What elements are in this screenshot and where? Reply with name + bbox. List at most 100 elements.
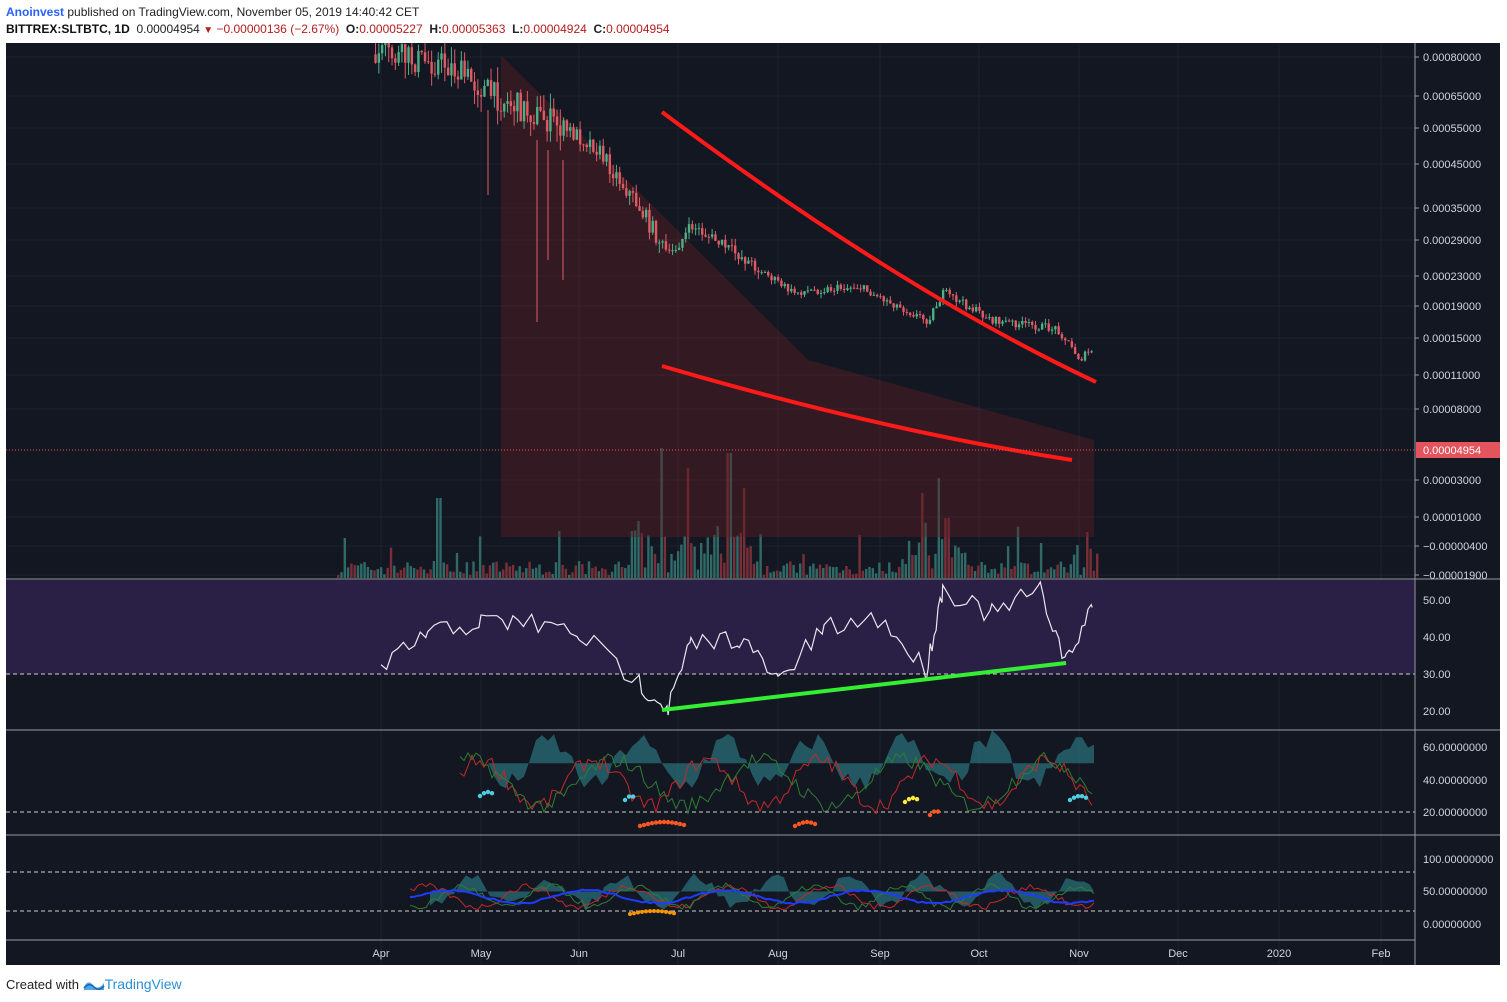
volume-bar: [907, 540, 911, 578]
volume-bar: [772, 571, 775, 578]
candle-body: [902, 307, 905, 312]
candle-body: [644, 209, 648, 218]
volume-bar: [591, 567, 594, 578]
candle-body: [648, 209, 651, 233]
osc1-signal-dot: [481, 790, 487, 796]
volume-bar: [581, 564, 584, 578]
volume-bar: [779, 571, 782, 578]
candle-body: [773, 277, 777, 281]
volume-bar: [1033, 571, 1036, 578]
candle-body: [852, 287, 856, 289]
volume-bar: [924, 522, 927, 578]
candle-body: [674, 250, 678, 252]
candle-body: [671, 250, 674, 252]
low-value: 0.00004924: [523, 22, 587, 36]
volume-bar: [723, 562, 726, 578]
osc2-tick-label: 0.00000000: [1423, 919, 1481, 931]
candle-body: [380, 45, 384, 54]
close-value: 0.00004954: [606, 22, 670, 36]
candle-body: [512, 106, 516, 112]
candle-body: [859, 288, 862, 290]
price-change: −0.00000136 (−2.67%): [216, 22, 340, 36]
time-tick-label: Sep: [870, 948, 890, 960]
volume-bar: [1059, 561, 1063, 578]
volume-bar: [749, 546, 752, 578]
volume-bar: [604, 569, 607, 578]
candle-body: [984, 317, 988, 319]
candle-body: [707, 236, 711, 238]
author-link[interactable]: Anoinvest: [6, 5, 65, 19]
volume-bar: [676, 551, 680, 578]
symbol-label: BITTREX:SLTBTC, 1D: [6, 22, 130, 36]
candle-body: [951, 294, 955, 296]
volume-bar: [627, 564, 630, 578]
candle-body: [562, 120, 565, 136]
osc1-signal-dot: [637, 823, 643, 829]
volume-bar: [346, 567, 350, 578]
osc1-red-line: [459, 753, 1093, 815]
candle-body: [536, 106, 539, 125]
volume-bar: [792, 565, 795, 578]
volume-bar: [769, 572, 772, 578]
volume-bar: [396, 572, 399, 578]
time-axis[interactable]: Apr May Jun Jul Aug Sep Oct Nov Dec 2020 Feb: [372, 948, 1390, 960]
volume-bar: [1013, 566, 1016, 578]
volume-bar: [495, 561, 498, 578]
osc2-histogram: [430, 872, 1094, 912]
volume-bar: [518, 566, 521, 578]
volume-bar: [356, 565, 360, 578]
volume-bar: [462, 573, 465, 578]
price-tick-label: 0.00003000: [1423, 475, 1481, 487]
candle-body: [430, 61, 433, 74]
oscillator-2-pane[interactable]: [6, 871, 1415, 916]
osc1-signal-dot: [1071, 795, 1077, 800]
tradingview-brand[interactable]: TradingView: [104, 976, 182, 992]
candle-body: [905, 311, 909, 313]
volume-bar: [370, 569, 373, 578]
candle-body: [664, 241, 668, 250]
volume-bar: [1096, 553, 1099, 578]
candle-body: [423, 52, 427, 62]
price-axis[interactable]: 0.00080000 0.00065000 0.00055000 0.00045000…: [1415, 52, 1500, 931]
volume-bar: [465, 562, 469, 578]
candle-body: [509, 101, 513, 107]
candle-body: [588, 139, 592, 148]
volume-bar: [1082, 567, 1086, 578]
candle-body: [743, 257, 747, 264]
volume-bar: [1016, 526, 1020, 578]
candle-body: [565, 120, 569, 131]
candle-body: [994, 317, 998, 324]
volume-bar: [944, 518, 947, 578]
osc1-signal-dot: [931, 809, 937, 814]
volume-bar: [508, 566, 511, 578]
candle-body: [1017, 324, 1021, 328]
created-with-text: Created with: [6, 977, 79, 992]
candle-body: [767, 271, 770, 276]
volume-bar: [716, 526, 719, 578]
volume-bar: [1063, 567, 1066, 578]
chart-svg[interactable]: 0.00080000 0.00065000 0.00055000 0.00045000…: [0, 0, 1507, 970]
candle-body: [1080, 359, 1083, 361]
volume-bar: [521, 572, 525, 578]
volume-bar: [1023, 563, 1026, 578]
volume-bar: [861, 570, 865, 578]
osc1-signal-dot: [812, 821, 818, 827]
candle-body: [836, 284, 839, 291]
candle-body: [842, 288, 846, 291]
pane-separators[interactable]: [6, 43, 1500, 965]
volume-bar: [736, 535, 739, 578]
rsi-tick-label: 30.00: [1423, 669, 1451, 681]
candle-body: [955, 295, 958, 302]
candle-body: [476, 90, 480, 96]
candle-body: [872, 294, 876, 296]
price-candles[interactable]: [374, 43, 1093, 362]
volume-bar: [637, 520, 640, 578]
oscillator-1-pane[interactable]: [6, 730, 1415, 829]
volume-bar: [785, 563, 789, 578]
candle-body: [763, 271, 767, 273]
rsi-pane[interactable]: [6, 580, 1415, 716]
candle-body: [460, 60, 463, 80]
candle-body: [720, 239, 724, 245]
volume-bar: [1076, 545, 1079, 578]
volume-bar: [1049, 567, 1053, 578]
